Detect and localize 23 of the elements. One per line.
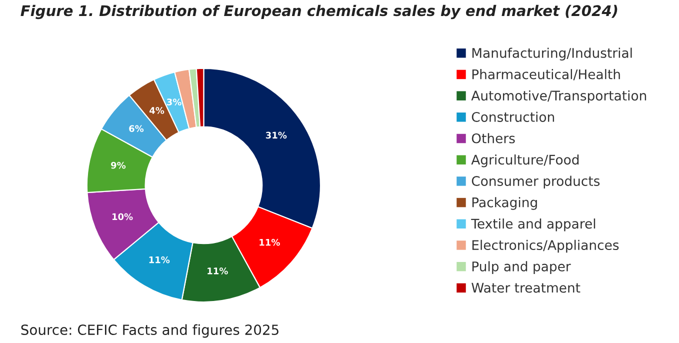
data-label: 11% xyxy=(149,256,170,264)
legend-label: Consumer products xyxy=(472,176,600,189)
data-label: 3% xyxy=(166,98,182,106)
legend-label: Agriculture/Food xyxy=(471,154,579,168)
legend-label: Others xyxy=(472,133,515,144)
legend-label: Packaging xyxy=(472,197,537,210)
legend-label: Water treatment xyxy=(472,282,580,293)
data-label: 10% xyxy=(112,213,133,220)
data-label: 4% xyxy=(150,107,164,114)
data-label: 11% xyxy=(208,268,228,274)
legend-label: Textile and apparel xyxy=(471,218,596,232)
data-label: 11% xyxy=(260,238,280,246)
legend-label: Electronics/Appliances xyxy=(472,240,619,253)
legend-label: Automotive/Transportation xyxy=(471,90,646,104)
legend-label: Pulp and paper xyxy=(472,261,571,274)
legend-label: Pharmaceutical/Health xyxy=(472,69,620,80)
data-label: 9% xyxy=(111,162,126,169)
data-label: 6% xyxy=(129,125,144,132)
chart-title: Figure 1. Distribution of European chemicals sales by end market (2024) xyxy=(20,4,618,20)
data-label: 31% xyxy=(266,132,287,139)
legend-label: Construction xyxy=(472,112,554,122)
legend-label: Manufacturing/Industrial xyxy=(472,48,632,60)
source-note: Source: CEFIC Facts and figures 2025 xyxy=(21,324,278,338)
